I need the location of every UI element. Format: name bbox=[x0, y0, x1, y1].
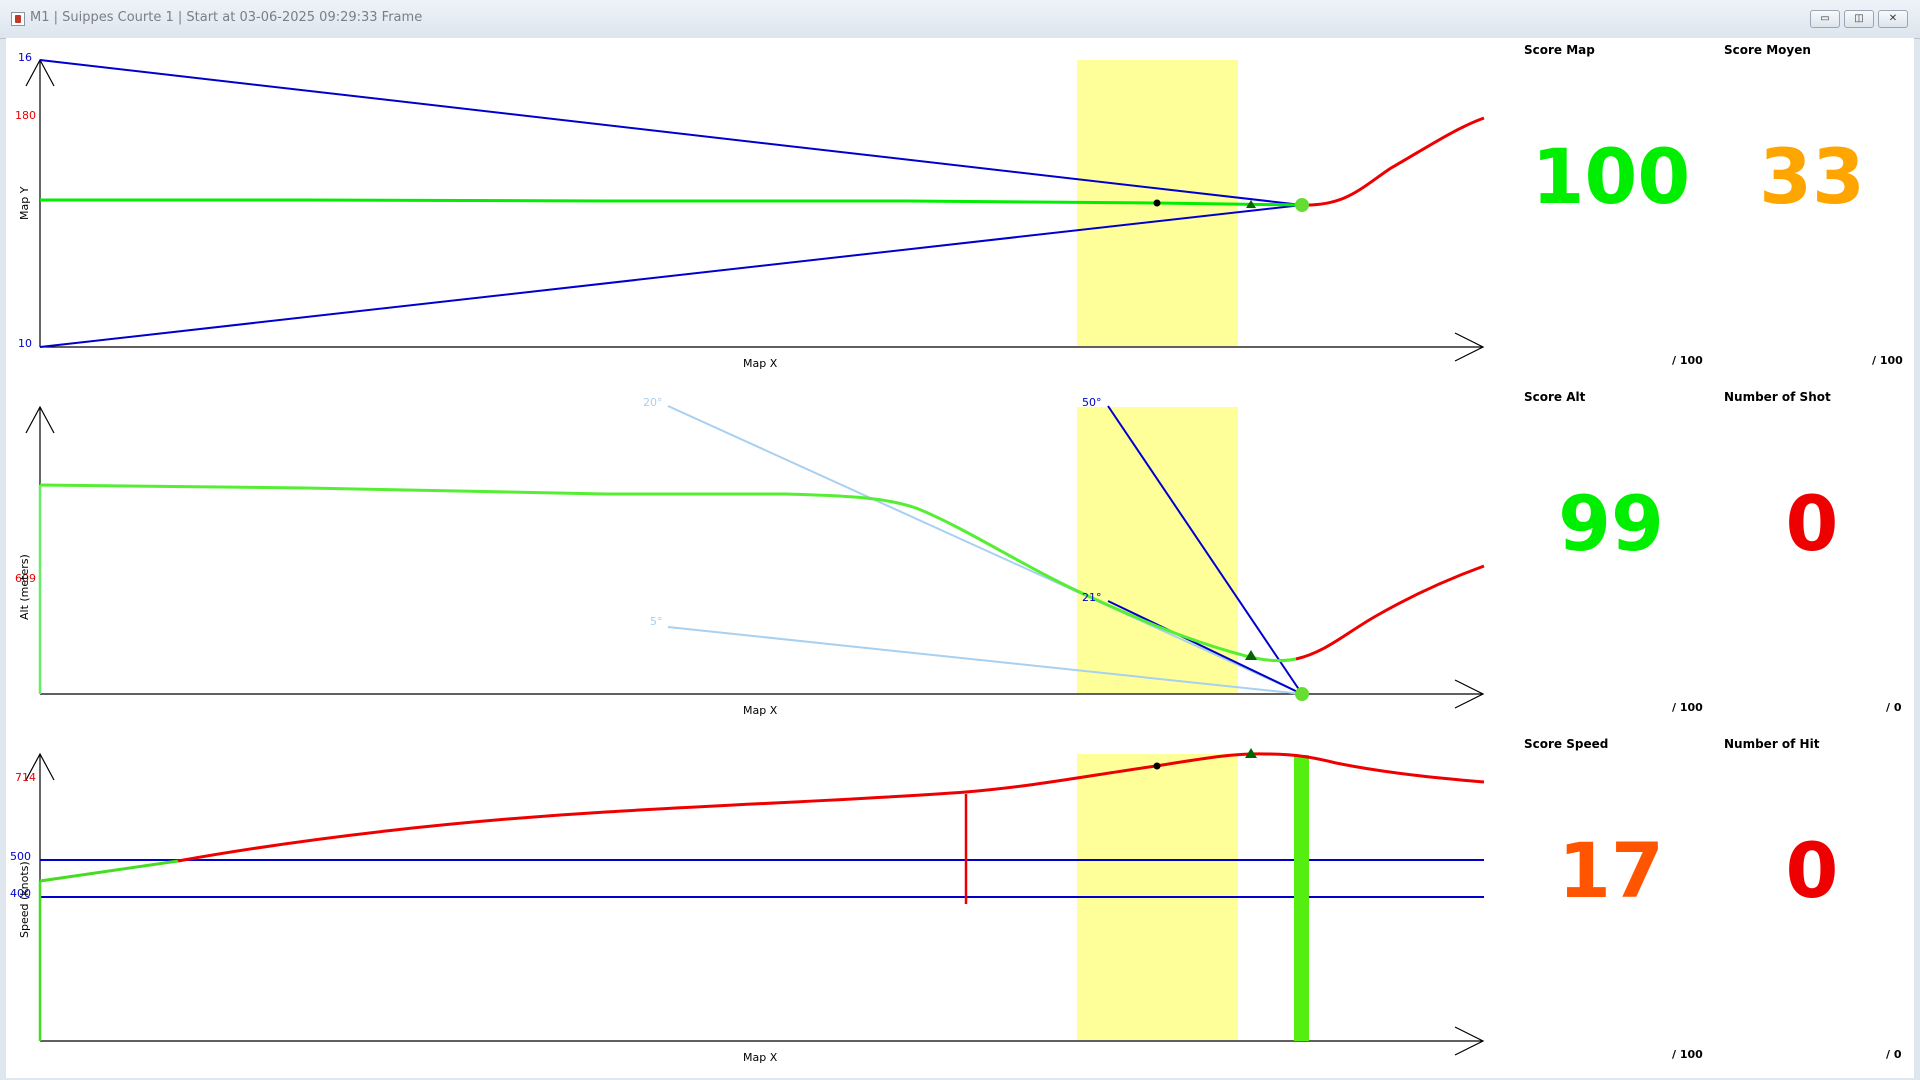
alt-angle-label-20: 20° bbox=[643, 396, 663, 409]
alt-angle-label-21: 21° bbox=[1082, 591, 1102, 604]
score-map-title: Score Map bbox=[1524, 43, 1595, 57]
alt-ylabel: Alt (meters) bbox=[18, 554, 31, 620]
score-map-value: 100 bbox=[1532, 132, 1691, 221]
speed-ytick-400: 400 bbox=[10, 887, 31, 900]
map-ylabel: Map Y bbox=[18, 186, 31, 220]
minimize-icon: ▭ bbox=[1820, 13, 1830, 24]
speed-track-start bbox=[39, 859, 179, 883]
speed-ylabel: Speed (knots) bbox=[18, 861, 31, 938]
close-button[interactable]: ✕ bbox=[1878, 10, 1908, 28]
map-upper-boundary bbox=[39, 59, 1303, 206]
map-ytick-red: 180 bbox=[15, 109, 36, 122]
speed-x-axis-arrow bbox=[1454, 1026, 1485, 1056]
shots-value: 0 bbox=[1786, 479, 1839, 568]
alt-late-track bbox=[1295, 564, 1485, 661]
speed-chart: 714 500 400 Speed (knots) Map X bbox=[10, 748, 1485, 1064]
window-title: M1 | Suippes Courte 1 | Start at 03-06-2… bbox=[30, 10, 423, 25]
alt-marker-triangle bbox=[1245, 650, 1257, 660]
speed-y-axis-arrow bbox=[25, 752, 55, 781]
hits-max: / 0 bbox=[1886, 1048, 1902, 1061]
score-moyen-max: / 100 bbox=[1872, 354, 1903, 367]
alt-y-axis-arrow bbox=[25, 405, 55, 434]
score-moyen-title: Score Moyen bbox=[1724, 43, 1811, 57]
maximize-button[interactable]: ◫ bbox=[1844, 10, 1874, 28]
maximize-icon: ◫ bbox=[1854, 13, 1864, 24]
map-ytick-top: 16 bbox=[18, 51, 32, 64]
map-marker-point bbox=[1153, 199, 1161, 207]
alt-impact-point bbox=[1295, 687, 1309, 701]
score-alt-max: / 100 bbox=[1672, 701, 1703, 714]
speed-ytick-500: 500 bbox=[10, 850, 31, 863]
speed-marker-point bbox=[1153, 762, 1161, 770]
alt-chart: 20° 50° 21° 5° 609 Alt (meters) Map X bbox=[15, 396, 1485, 717]
alt-angle-line-21 bbox=[1107, 600, 1303, 695]
alt-target-zone bbox=[1077, 407, 1238, 693]
alt-xlabel: Map X bbox=[743, 704, 778, 717]
score-alt-value: 99 bbox=[1558, 479, 1664, 568]
speed-release-bar bbox=[1294, 755, 1309, 1041]
map-lower-boundary bbox=[39, 204, 1303, 348]
shots-max: / 0 bbox=[1886, 701, 1902, 714]
score-speed-title: Score Speed bbox=[1524, 737, 1608, 751]
scores-panel: Score Map 100 / 100 Score Moyen 33 / 100… bbox=[1524, 43, 1903, 1061]
speed-track bbox=[177, 752, 1485, 863]
alt-angle-line-20 bbox=[667, 405, 1303, 695]
alt-angle-line-50 bbox=[1107, 405, 1303, 695]
charts-canvas: 16 180 10 Map Y Map X bbox=[10, 43, 1903, 1064]
alt-ytick-red: 609 bbox=[15, 572, 36, 585]
score-speed-max: / 100 bbox=[1672, 1048, 1703, 1061]
alt-angle-label-5: 5° bbox=[650, 615, 663, 628]
speed-xlabel: Map X bbox=[743, 1051, 778, 1064]
map-chart: 16 180 10 Map Y Map X bbox=[15, 51, 1485, 370]
shots-title: Number of Shot bbox=[1724, 390, 1831, 404]
score-moyen-value: 33 bbox=[1759, 132, 1865, 221]
map-current-position bbox=[1295, 198, 1309, 212]
hits-title: Number of Hit bbox=[1724, 737, 1820, 751]
score-alt-title: Score Alt bbox=[1524, 390, 1586, 404]
alt-flight-track bbox=[39, 483, 1297, 663]
map-ytick-bottom: 10 bbox=[18, 337, 32, 350]
hits-value: 0 bbox=[1786, 826, 1839, 915]
map-late-track bbox=[1301, 116, 1485, 207]
map-xlabel: Map X bbox=[743, 357, 778, 370]
map-marker-triangle bbox=[1246, 200, 1256, 208]
speed-ytick-red: 714 bbox=[15, 771, 36, 784]
alt-angle-label-50: 50° bbox=[1082, 396, 1102, 409]
close-icon: ✕ bbox=[1888, 13, 1898, 24]
app-icon bbox=[11, 12, 25, 26]
title-bar[interactable]: M1 | Suippes Courte 1 | Start at 03-06-2… bbox=[0, 0, 1920, 39]
score-speed-value: 17 bbox=[1558, 826, 1664, 915]
map-flight-track bbox=[40, 198, 1303, 207]
alt-angle-line-5 bbox=[667, 626, 1303, 695]
score-map-max: / 100 bbox=[1672, 354, 1703, 367]
alt-x-axis-arrow bbox=[1454, 679, 1485, 709]
speed-marker-triangle bbox=[1245, 748, 1257, 758]
main-content: 16 180 10 Map Y Map X bbox=[6, 38, 1914, 1078]
map-x-axis-arrow bbox=[1454, 332, 1485, 362]
minimize-button[interactable]: ▭ bbox=[1810, 10, 1840, 28]
